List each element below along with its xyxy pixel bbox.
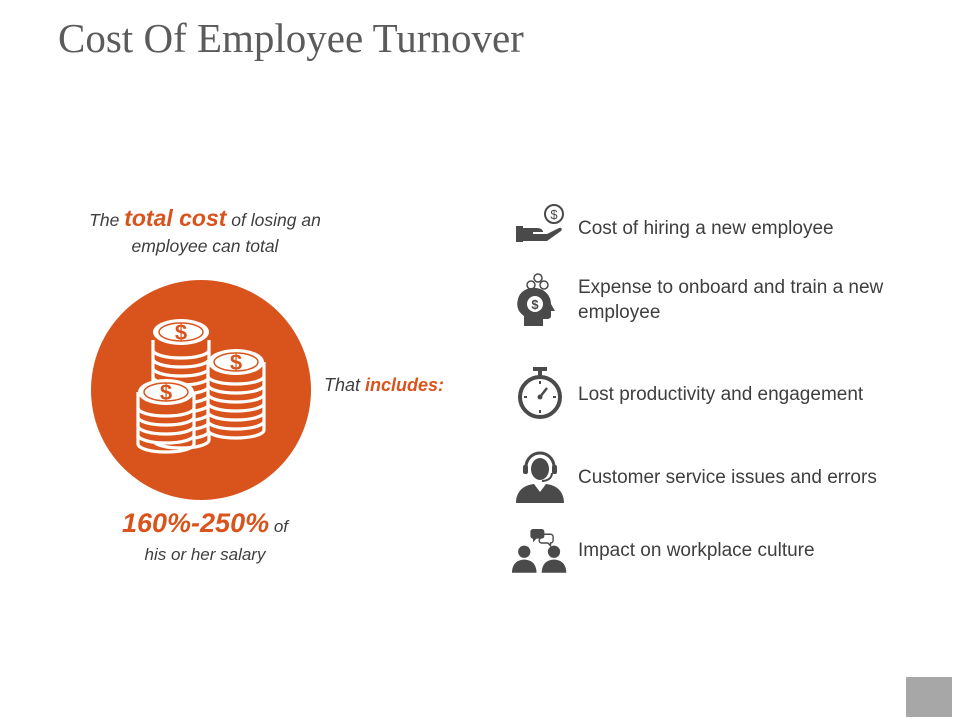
corner-block <box>906 677 952 717</box>
head-money-icon: $ <box>512 272 568 328</box>
stat-percent: 160%-250% of <box>50 508 360 542</box>
includes-label: That includes: <box>324 375 444 396</box>
intro-prefix: The <box>89 210 125 230</box>
intro-suffix: of losing an <box>226 210 321 230</box>
list-item-onboard: $ Expense to onboard and train a new emp… <box>512 272 908 328</box>
slide-title: Cost Of Employee Turnover <box>58 15 524 61</box>
item-text: Cost of hiring a new employee <box>578 217 834 239</box>
headset-agent-icon <box>512 449 568 505</box>
item-text: Impact on workplace culture <box>578 539 815 561</box>
svg-text:$: $ <box>160 380 172 405</box>
intro-line2: employee can total <box>131 236 279 256</box>
stopwatch-icon <box>512 366 568 422</box>
stat-value: 160%-250% <box>121 508 270 538</box>
includes-highlight: includes: <box>365 375 445 395</box>
people-chat-icon <box>512 522 568 578</box>
includes-prefix: That <box>324 375 366 395</box>
list-item-customer-service: Customer service issues and errors <box>512 449 908 505</box>
intro-text: The total cost of losing an employee can… <box>50 205 360 259</box>
svg-text:$: $ <box>175 320 187 345</box>
item-text: Lost productivity and engagement <box>578 383 864 405</box>
item-text: Expense to onboard and train a new emplo… <box>578 277 884 323</box>
hand-coin-icon: $ <box>512 200 568 256</box>
list-item-productivity: Lost productivity and engagement <box>512 366 908 422</box>
item-text: Customer service issues and errors <box>578 466 877 488</box>
svg-text:$: $ <box>550 207 558 222</box>
svg-text:$: $ <box>531 297 539 312</box>
stat-suffix: of <box>269 517 288 536</box>
stat-line2: his or her salary <box>144 545 266 564</box>
svg-text:$: $ <box>230 350 242 375</box>
list-item-culture: Impact on workplace culture <box>512 522 908 578</box>
intro-highlight: total cost <box>124 205 227 231</box>
coin-stack-icon: $ $ $ <box>91 280 311 500</box>
list-item-hiring: $ Cost of hiring a new employee <box>512 200 908 256</box>
